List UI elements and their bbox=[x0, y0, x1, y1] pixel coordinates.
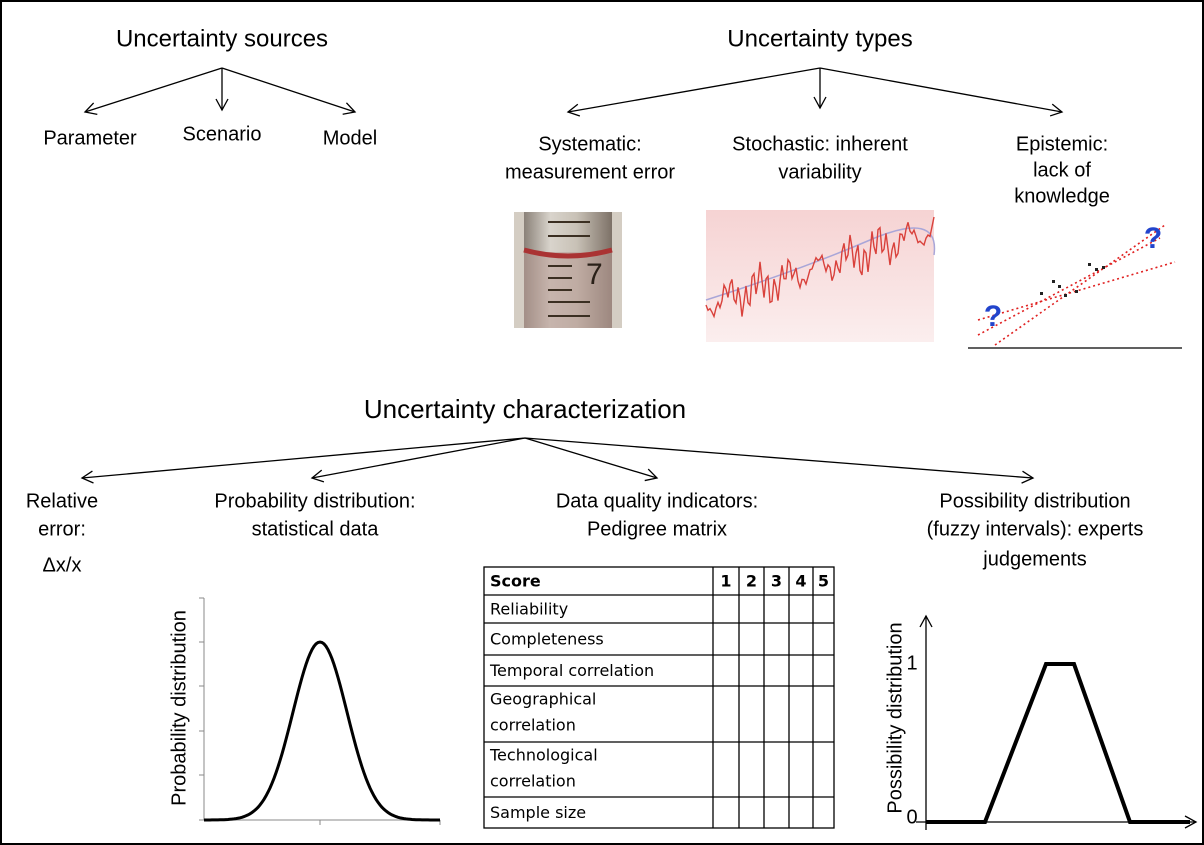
char-line: Possibility distribution bbox=[939, 490, 1130, 512]
table-border bbox=[483, 566, 835, 829]
type-line: knowledge bbox=[1014, 185, 1110, 207]
type-line: Epistemic: bbox=[1016, 133, 1108, 155]
table-row-label: correlation bbox=[490, 716, 576, 735]
table-row-label: Geographical bbox=[490, 690, 596, 709]
stochastic-photo bbox=[705, 210, 936, 342]
char-line: (fuzzy intervals): experts bbox=[927, 518, 1144, 540]
characterization-arrows bbox=[80, 437, 1035, 484]
table-header: 4 bbox=[795, 572, 806, 591]
sources-title: Uncertainty sources bbox=[116, 25, 328, 52]
question-mark: ? bbox=[984, 300, 1002, 333]
table-row-label: Completeness bbox=[490, 630, 604, 649]
tick-label: 1 bbox=[906, 652, 917, 674]
type-line: variability bbox=[778, 161, 861, 183]
question-mark: ? bbox=[1144, 222, 1162, 255]
char-line: statistical data bbox=[252, 518, 380, 540]
char-line: Pedigree matrix bbox=[587, 518, 727, 540]
possibility-plot: 1 0 Possibility distribution bbox=[884, 614, 1198, 830]
cylinder-mark: 7 bbox=[586, 258, 603, 291]
tick-label: 0 bbox=[906, 806, 917, 828]
char-line: error: bbox=[38, 518, 86, 540]
type-line: measurement error bbox=[505, 161, 675, 183]
table-header: 2 bbox=[746, 572, 757, 591]
type-line: lack of bbox=[1033, 159, 1091, 181]
types-arrows bbox=[566, 67, 1064, 117]
table-row-label: Sample size bbox=[490, 803, 586, 822]
table-header: 3 bbox=[771, 572, 782, 591]
type-line: Systematic: bbox=[538, 133, 641, 155]
y-axis-label: Probability distribution bbox=[168, 610, 190, 806]
table-row-label: Technological bbox=[489, 746, 598, 765]
types-title: Uncertainty types bbox=[727, 25, 912, 52]
y-axis-label: Possibility distribution bbox=[884, 622, 906, 813]
char-line: Δx/x bbox=[43, 554, 82, 576]
source-item: Parameter bbox=[43, 127, 137, 149]
table-row-label: correlation bbox=[490, 772, 576, 791]
table-header: Score bbox=[490, 572, 541, 591]
char-line: Data quality indicators: bbox=[556, 490, 758, 512]
char-line: Probability distribution: bbox=[214, 490, 415, 512]
type-line: Stochastic: inherent bbox=[732, 133, 908, 155]
probability-plot: Probability distribution bbox=[168, 597, 441, 825]
pedigree-table: Score 1 2 3 4 5 Reliability Completeness Tempora… bbox=[483, 566, 835, 829]
epistemic-photo: ? ? bbox=[968, 222, 1182, 349]
table-header: 1 bbox=[720, 572, 731, 591]
sources-arrows bbox=[83, 67, 357, 115]
table-row-label: Reliability bbox=[490, 600, 568, 619]
char-line: judgements bbox=[982, 548, 1086, 570]
table-row-label: Temporal correlation bbox=[489, 661, 654, 680]
char-line: Relative bbox=[26, 490, 98, 512]
source-item: Model bbox=[323, 127, 377, 149]
cylinder-photo: 7 bbox=[514, 212, 622, 328]
table-header: 5 bbox=[818, 572, 829, 591]
characterization-title: Uncertainty characterization bbox=[364, 394, 686, 424]
source-item: Scenario bbox=[183, 123, 262, 145]
